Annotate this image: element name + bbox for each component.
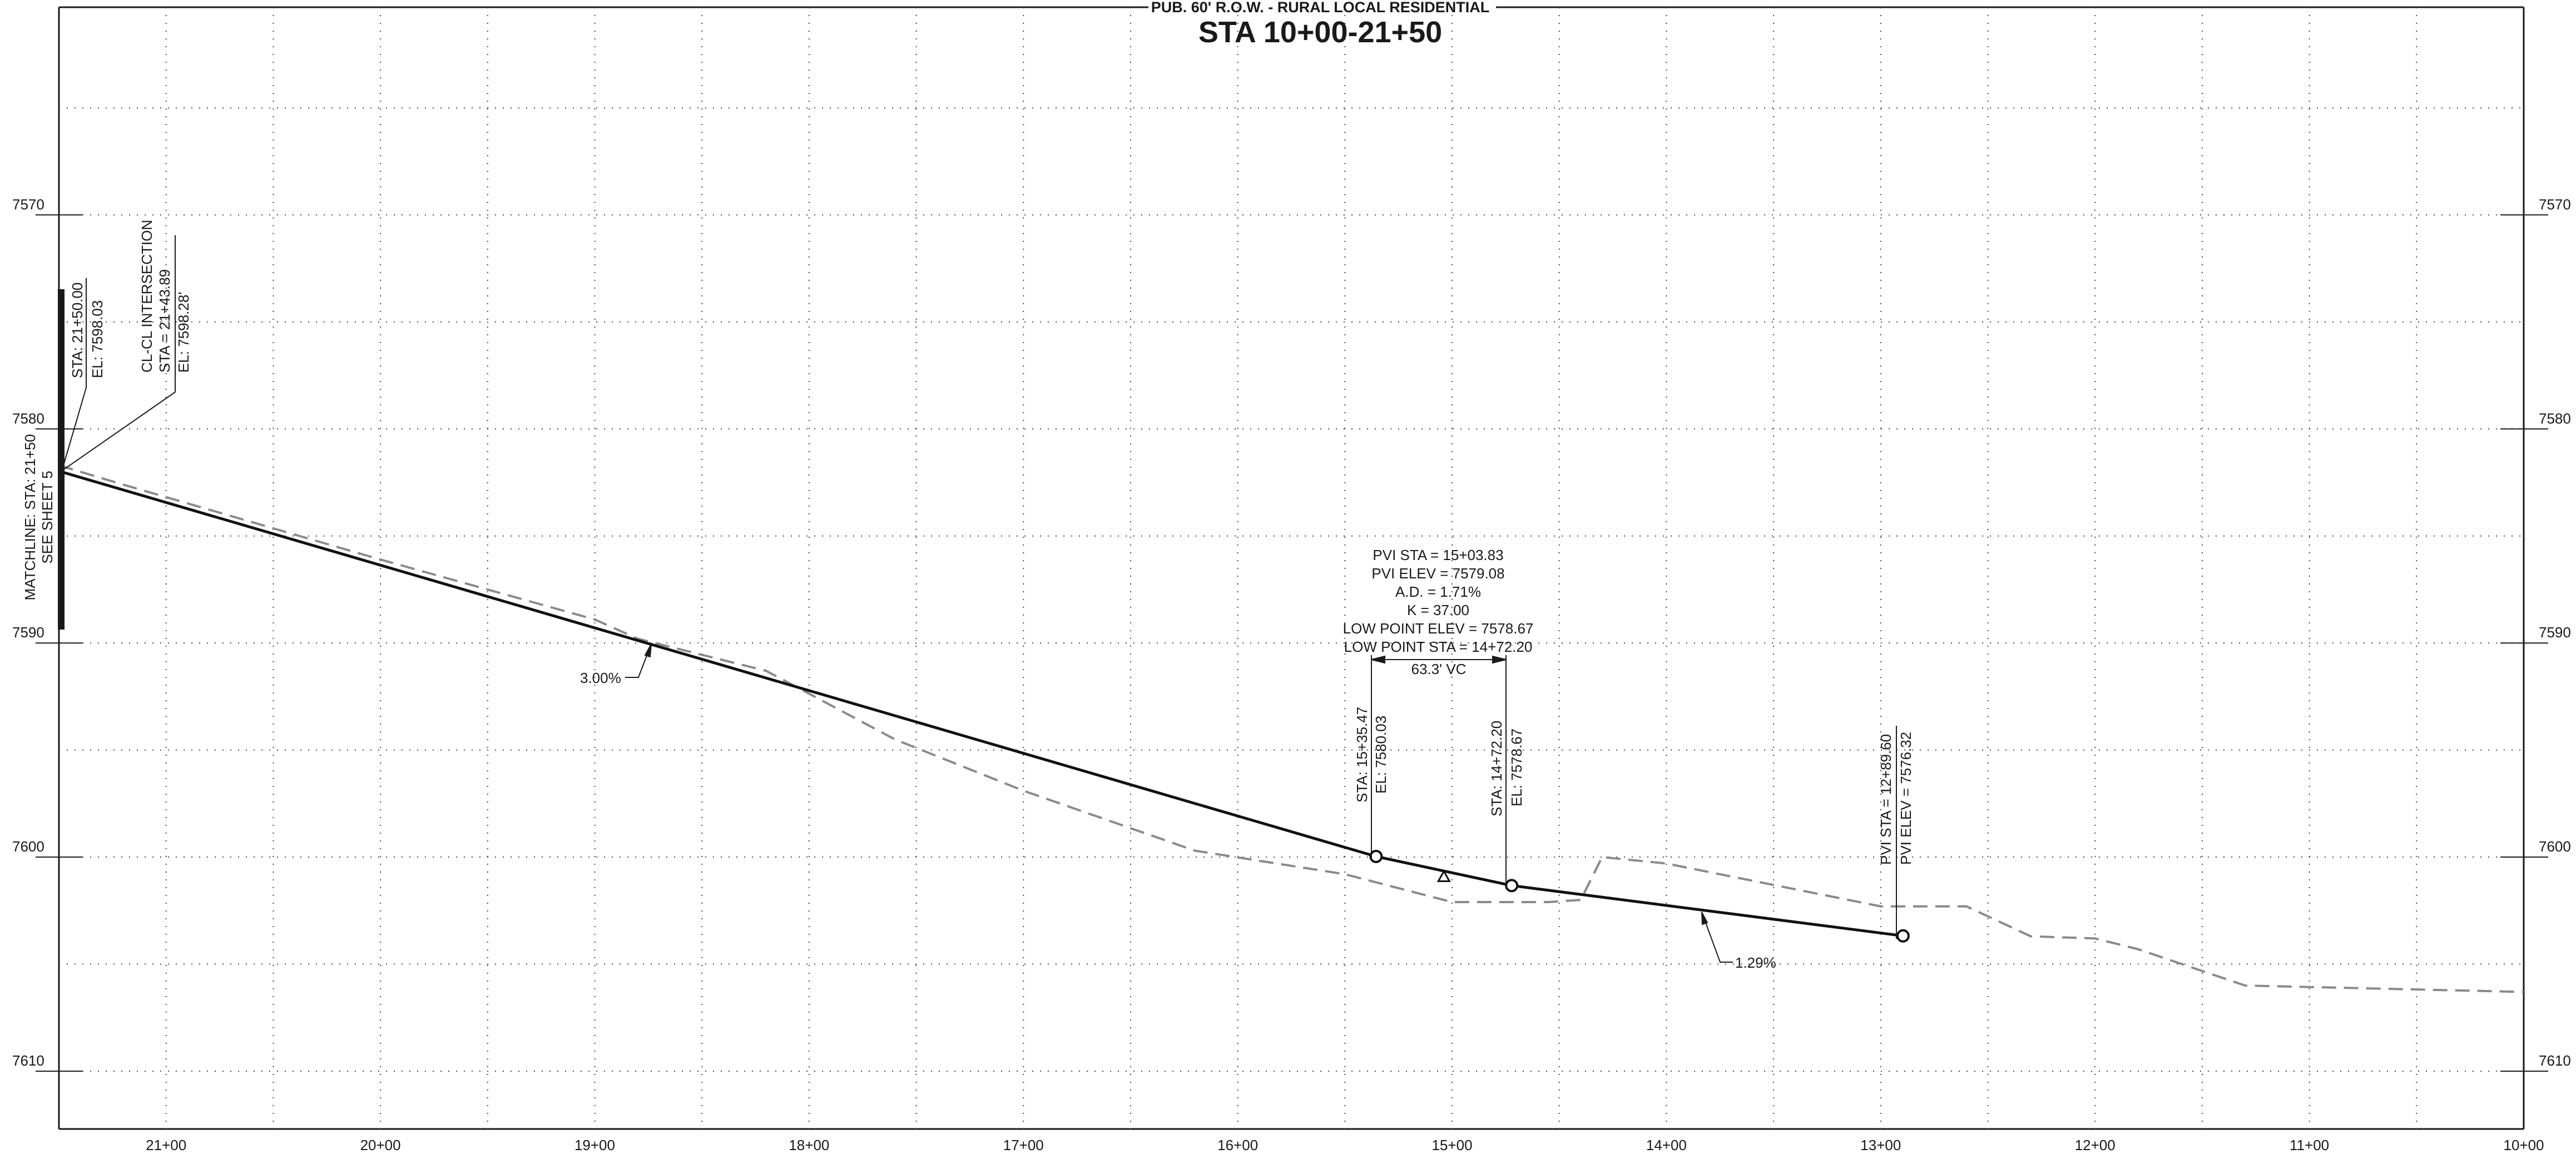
matchline-sheet-ref: SEE SHEET 5 bbox=[39, 470, 56, 563]
station-label: 20+00 bbox=[360, 1137, 401, 1153]
pvi2-station: PVI STA = 12+89.60 bbox=[1877, 734, 1894, 865]
station-label: 13+00 bbox=[1860, 1137, 1901, 1153]
grade-right-label: 1.29% bbox=[1735, 954, 1776, 971]
elevation-label-right: 7570 bbox=[2539, 196, 2571, 212]
profile-title: STA 10+00-21+50 bbox=[1198, 16, 1442, 49]
station-label: 12+00 bbox=[2075, 1137, 2116, 1153]
plot-frame bbox=[58, 6, 2525, 1130]
station-label: 17+00 bbox=[1003, 1137, 1044, 1153]
axis-ticks bbox=[36, 214, 2548, 1072]
pvi-data-block: PVI STA = 15+03.83 PVI ELEV = 7579.08 A.… bbox=[1343, 547, 1534, 655]
proposed-grade-profile bbox=[58, 469, 1904, 938]
station-label: 11+00 bbox=[2290, 1137, 2329, 1153]
grade-break-circle bbox=[1505, 879, 1519, 893]
algebraic-difference: A.D. = 1.71% bbox=[1395, 583, 1481, 600]
proposed-grade-line bbox=[58, 469, 1904, 938]
station-label: 10+00 bbox=[2503, 1137, 2544, 1153]
elevation-axis: 7610 7610 7600 7600 7590 7590 7580 7580 7570 7570 bbox=[12, 196, 2571, 1069]
existing-ground-profile bbox=[58, 464, 2524, 993]
start-station-label: STA: 21+50.00 bbox=[69, 283, 86, 378]
grade-right-leader bbox=[1701, 912, 1733, 963]
elevation-label-right: 7590 bbox=[2539, 624, 2571, 641]
dotted-grid bbox=[59, 7, 2524, 1129]
station-label: 15+00 bbox=[1432, 1137, 1473, 1153]
profile-subtitle: PUB. 60' R.O.W. - RURAL LOCAL RESIDENTIA… bbox=[1151, 0, 1489, 16]
intersection-elevation: EL: 7598.28' bbox=[175, 292, 192, 373]
pvi-elevation: PVI ELEV = 7579.08 bbox=[1371, 565, 1504, 582]
pvt-station: STA: 14+72.20 bbox=[1488, 721, 1505, 816]
elevation-label-left: 7600 bbox=[12, 838, 44, 855]
grade-break-circle bbox=[1369, 849, 1383, 863]
intersection-callout: CL-CL INTERSECTION STA = 21+43.89 EL: 75… bbox=[62, 220, 192, 471]
elevation-label-right: 7600 bbox=[2539, 838, 2571, 855]
elevation-label-left: 7580 bbox=[12, 410, 44, 427]
station-label: 21+00 bbox=[146, 1137, 186, 1153]
profile-markers bbox=[1369, 849, 1910, 943]
existing-ground-line bbox=[58, 464, 2524, 993]
k-value: K = 37.00 bbox=[1407, 602, 1469, 618]
grade-break-circle bbox=[1896, 929, 1910, 943]
elevation-label-right: 7610 bbox=[2539, 1052, 2571, 1069]
intersection-title: CL-CL INTERSECTION bbox=[138, 220, 155, 373]
low-point-elevation: LOW POINT ELEV = 7578.67 bbox=[1343, 620, 1534, 637]
station-label: 16+00 bbox=[1217, 1137, 1258, 1153]
pvi-station: PVI STA = 15+03.83 bbox=[1373, 547, 1503, 563]
pvc-station: STA: 15+35.47 bbox=[1354, 707, 1370, 803]
station-label: 18+00 bbox=[789, 1137, 829, 1153]
pvc-elevation: EL: 7580.03 bbox=[1373, 716, 1389, 794]
low-point-station: LOW POINT STA = 14+72.20 bbox=[1344, 638, 1533, 655]
start-elevation-label: EL: 7598.03 bbox=[89, 300, 106, 378]
station-label: 14+00 bbox=[1646, 1137, 1687, 1153]
pvt-elevation: EL: 7578.67 bbox=[1508, 729, 1525, 806]
start-station-callout: STA: 21+50.00 EL: 7598.03 bbox=[62, 278, 106, 470]
vertical-curve-length: 63.3' VC bbox=[1411, 661, 1467, 677]
elevation-label-left: 7590 bbox=[12, 624, 44, 641]
vertical-curve-dimension bbox=[1371, 655, 1507, 889]
intersection-station: STA = 21+43.89 bbox=[156, 269, 173, 373]
pvi-triangle bbox=[1436, 869, 1451, 883]
matchline-label: MATCHLINE: STA: 21+50 bbox=[22, 434, 38, 601]
elevation-label-right: 7580 bbox=[2539, 410, 2571, 427]
station-axis: 21+00 20+00 19+00 18+00 17+00 16+00 15+00 14+00… bbox=[146, 1137, 2544, 1153]
elevation-label-left: 7570 bbox=[12, 196, 44, 212]
matchline-bar bbox=[58, 289, 65, 630]
grade-left-leader bbox=[625, 643, 652, 678]
elevation-label-left: 7610 bbox=[12, 1052, 44, 1069]
grade-left-label: 3.00% bbox=[580, 670, 621, 686]
station-label: 19+00 bbox=[574, 1137, 615, 1153]
pvi2-elevation: PVI ELEV = 7576.32 bbox=[1898, 732, 1914, 865]
